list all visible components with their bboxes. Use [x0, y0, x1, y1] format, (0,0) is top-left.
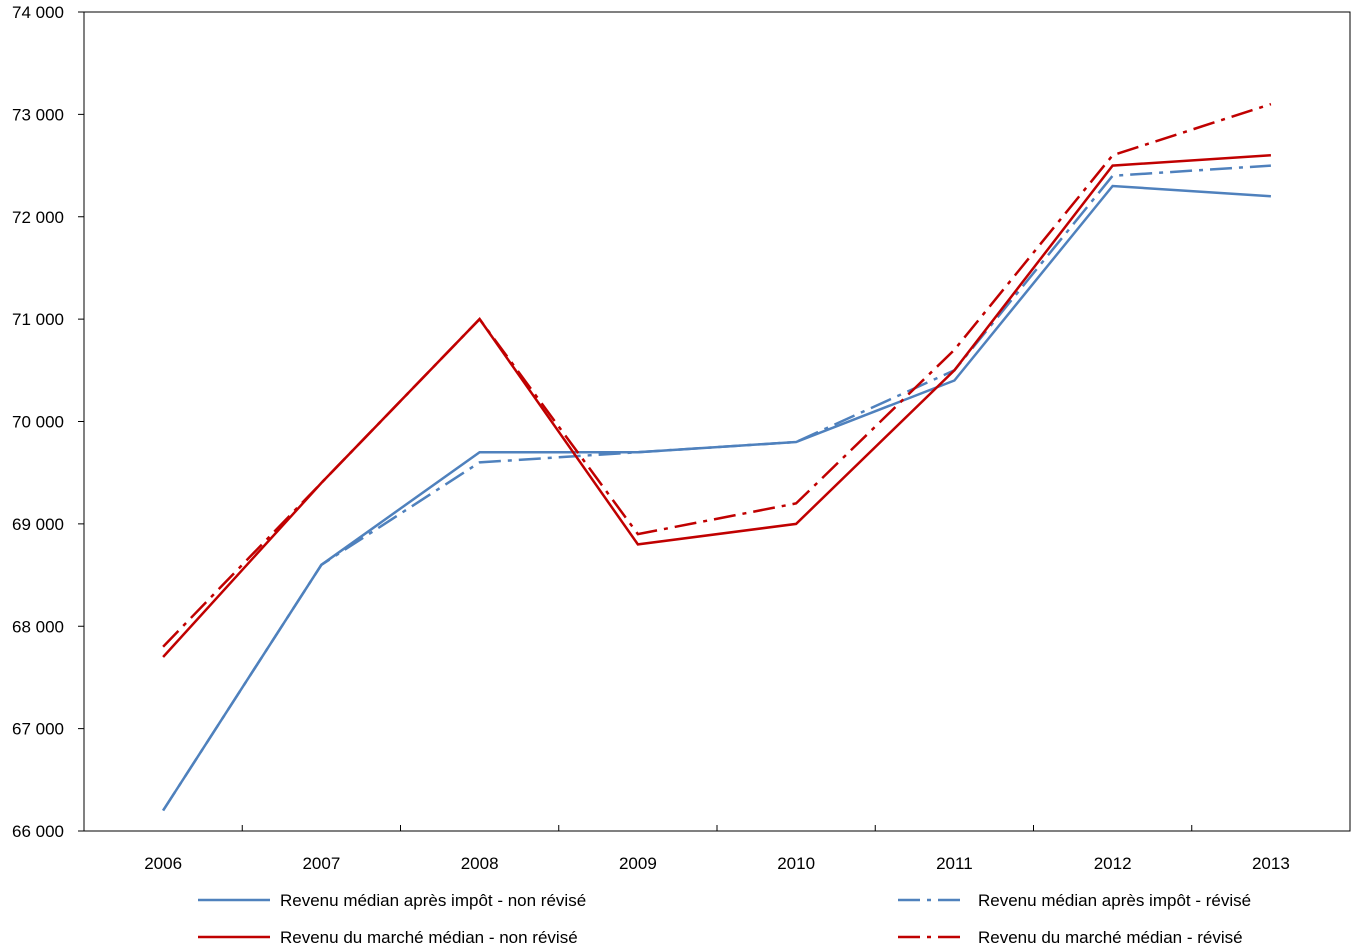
x-tick-label: 2007	[302, 854, 340, 873]
x-tick-label: 2008	[461, 854, 499, 873]
legend-label: Revenu du marché médian - non révisé	[280, 928, 578, 947]
y-tick-label: 71 000	[12, 310, 64, 329]
plot-frame	[83, 11, 1351, 832]
x-axis: 2006 2007 2008 2009 2010 2011 2012 2013	[144, 825, 1290, 873]
legend-label: Revenu médian après impôt - non révisé	[280, 891, 586, 910]
x-tick-label: 2013	[1252, 854, 1290, 873]
y-tick-label: 66 000	[12, 822, 64, 841]
y-tick-label: 72 000	[12, 208, 64, 227]
x-tick-label: 2009	[619, 854, 657, 873]
y-tick-label: 67 000	[12, 720, 64, 739]
series-line-3	[162, 154, 1271, 658]
y-tick-label: 69 000	[12, 515, 64, 534]
x-tick-label: 2012	[1094, 854, 1132, 873]
x-tick-label: 2010	[777, 854, 815, 873]
y-axis: 66 000 67 000 68 000 69 000 70 000 71 000 72 0…	[12, 3, 84, 841]
x-tick-label: 2011	[936, 854, 973, 873]
y-tick-label: 74 000	[12, 3, 64, 22]
y-tick-label: 68 000	[12, 617, 64, 636]
series-line-2	[162, 164, 1271, 812]
series-line-1	[162, 184, 1271, 812]
legend-label: Revenu du marché médian - révisé	[978, 928, 1243, 947]
series-line-4	[162, 102, 1272, 648]
y-tick-label: 70 000	[12, 413, 64, 432]
legend: Revenu médian après impôt - non révisé Re…	[198, 891, 1251, 947]
series-lines	[162, 102, 1272, 812]
legend-label: Revenu médian après impôt - révisé	[978, 891, 1251, 910]
y-tick-label: 73 000	[12, 105, 64, 124]
x-tick-label: 2006	[144, 854, 182, 873]
